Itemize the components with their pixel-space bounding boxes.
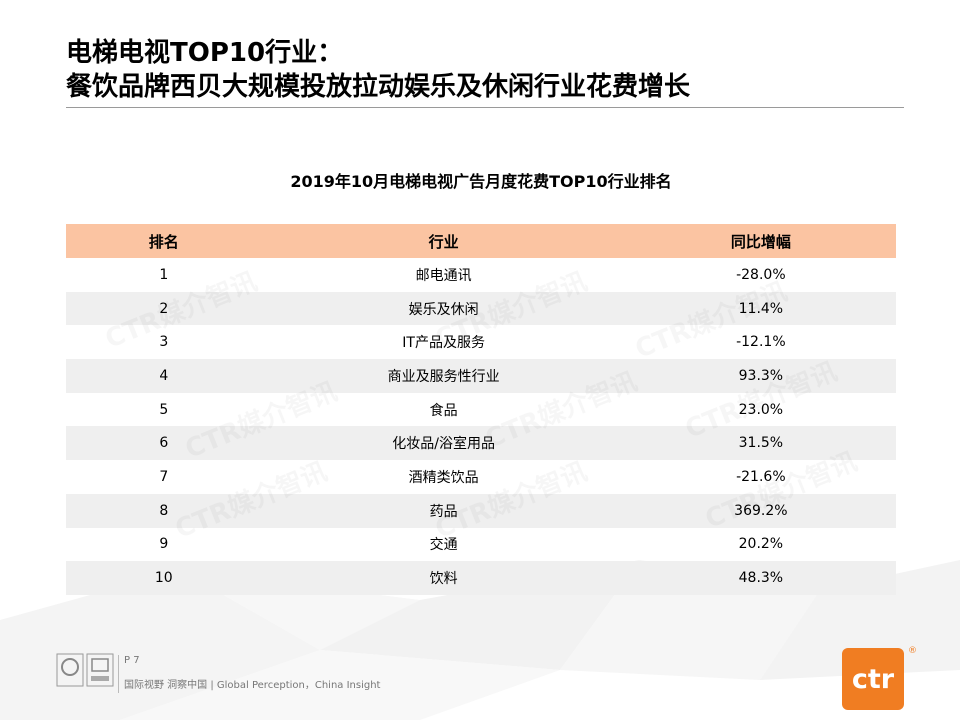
- yoy-cell: 20.2%: [738, 536, 784, 553]
- yoy-cell: 48.3%: [625, 561, 896, 595]
- ctr-logo: ctr: [842, 648, 904, 710]
- slide-title: 电梯电视TOP10行业： 餐饮品牌西贝大规模投放拉动娱乐及休闲行业花费增长: [66, 36, 906, 104]
- rank-cell: 3: [159, 334, 169, 351]
- table-heading: 2019年10月电梯电视广告月度花费TOP10行业排名: [290, 172, 672, 191]
- column-header-rank: 排名: [66, 224, 262, 258]
- table-row: 1 邮电通讯 -28.0%: [66, 258, 896, 292]
- yoy-cell: -28.0%: [736, 266, 786, 283]
- industry-cell: 商业及服务性行业: [261, 359, 626, 393]
- yoy-cell: -21.6%: [736, 468, 786, 485]
- yoy-cell: -12.1%: [736, 334, 786, 351]
- column-header-yoy: 同比增幅: [625, 224, 896, 258]
- rank-cell: 2: [66, 291, 262, 326]
- industry-cell: 邮电通讯: [415, 267, 472, 284]
- rank-cell: 7: [159, 468, 169, 485]
- industry-cell: 饮料: [261, 561, 626, 595]
- page-number: P 7: [124, 655, 140, 666]
- industry-cell: 化妆品/浴室用品: [261, 426, 626, 461]
- table-header-row: 排名 行业 同比增幅: [66, 224, 896, 258]
- industry-cell: 交通: [429, 537, 458, 554]
- yoy-cell: 369.2%: [625, 493, 896, 528]
- ranking-table: 排名 行业 同比增幅 1 邮电通讯 -28.0% 2 娱乐及休闲 11.4% 3…: [66, 224, 896, 595]
- yoy-cell: 11.4%: [625, 291, 896, 326]
- slide-title-line1: 电梯电视TOP10行业：: [66, 38, 344, 68]
- certification-logos: [56, 653, 114, 687]
- rank-cell: 9: [159, 536, 169, 553]
- industry-cell: 娱乐及休闲: [261, 291, 626, 326]
- footer-divider: [118, 655, 119, 693]
- table-row: 7 酒精类饮品 -21.6%: [66, 460, 896, 494]
- table-row: 8 药品 369.2%: [66, 493, 896, 528]
- industry-cell: 酒精类饮品: [408, 469, 479, 486]
- table-row: 5 食品 23.0%: [66, 393, 896, 427]
- industry-cell: 药品: [261, 493, 626, 528]
- yoy-cell: 23.0%: [738, 401, 784, 418]
- title-divider: [66, 107, 904, 108]
- table-row: 6 化妆品/浴室用品 31.5%: [66, 426, 896, 461]
- industry-cell: 食品: [429, 402, 458, 419]
- table-row: 10 饮料 48.3%: [66, 561, 896, 595]
- rank-cell: 6: [66, 426, 262, 461]
- rank-cell: 4: [66, 359, 262, 393]
- footer-tagline: 国际视野 洞察中国 | Global Perception，China Insi…: [124, 680, 381, 691]
- table-row: 4 商业及服务性行业 93.3%: [66, 359, 896, 393]
- rank-cell: 1: [159, 266, 169, 283]
- table-row: 2 娱乐及休闲 11.4%: [66, 291, 896, 326]
- table-row: 3 IT产品及服务 -12.1%: [66, 325, 896, 359]
- rank-cell: 5: [159, 401, 169, 418]
- yoy-cell: 31.5%: [625, 426, 896, 461]
- rank-cell: 8: [66, 493, 262, 528]
- slide-title-line2: 餐饮品牌西贝大规模投放拉动娱乐及休闲行业花费增长: [66, 72, 691, 102]
- rank-cell: 10: [66, 561, 262, 595]
- table-row: 9 交通 20.2%: [66, 528, 896, 562]
- industry-cell: IT产品及服务: [402, 335, 485, 352]
- registered-mark: ®: [908, 646, 917, 656]
- yoy-cell: 93.3%: [625, 359, 896, 393]
- column-header-industry: 行业: [261, 224, 626, 258]
